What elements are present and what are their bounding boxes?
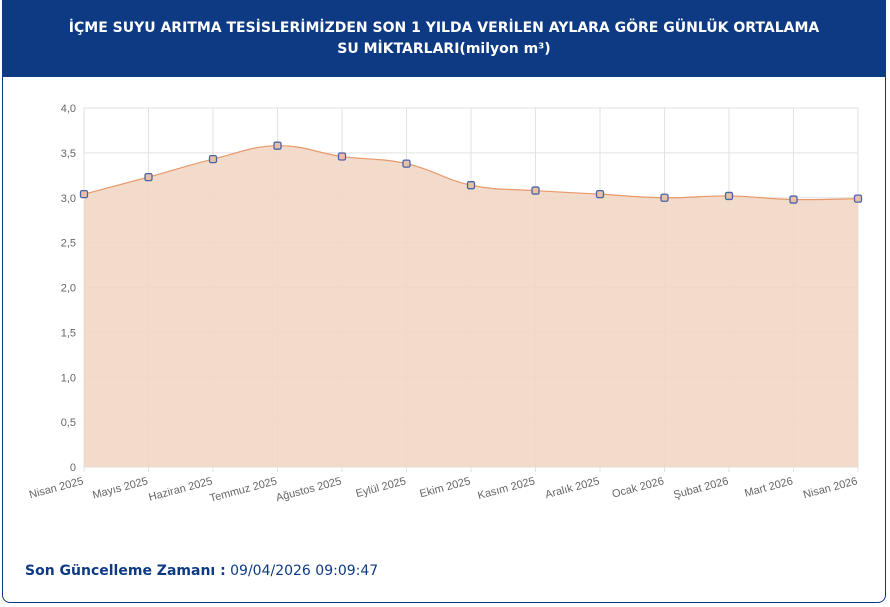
y-tick-label: 0 [70,462,76,474]
data-point [853,194,863,203]
x-tick-label: Ocak 2026 [611,475,665,500]
x-tick-label: Ekim 2025 [418,475,471,500]
y-tick-label: 1,5 [61,327,76,339]
x-tick-label: Eylül 2025 [355,475,408,500]
y-tick-label: 1,0 [61,372,76,384]
area-chart: 0 0,5 1,0 1,5 2,0 2,5 3,0 3,5 4,0 Nisan 2025 Mayıs… [28,103,863,505]
data-point [531,186,540,195]
data-point [337,152,347,161]
last-update-label: Son Güncelleme Zamanı : [25,563,226,579]
x-tick-label: Nisan 2025 [28,475,85,501]
data-point [789,195,798,204]
x-tick-label: Kasım 2025 [476,475,536,502]
last-update-value: 09/04/2026 09:09:47 [230,563,379,579]
last-update: Son Güncelleme Zamanı : 09/04/2026 09:09… [25,563,378,579]
x-tick-label: Haziran 2025 [147,475,213,504]
data-point [466,181,476,190]
y-tick-label: 3,5 [61,148,76,160]
x-tick-label: Aralık 2025 [544,475,601,501]
x-tick-label: Mayıs 2025 [91,475,149,501]
x-tick-label: Şubat 2026 [672,475,729,501]
data-point [660,193,669,202]
area-fill [84,145,858,467]
x-tick-label: Temmuz 2025 [208,475,278,504]
data-point [273,141,282,150]
y-tick-label: 4,0 [61,103,76,115]
data-point [79,190,89,199]
x-tick-label: Nisan 2026 [802,475,859,501]
chart-title: İÇME SUYU ARITMA TESİSLERİMİZDEN SON 1 Y… [3,1,885,77]
x-tick-label: Mart 2026 [743,475,794,499]
y-tick-label: 2,0 [61,283,76,295]
data-point [724,191,734,201]
x-tick-label: Ağustos 2025 [275,475,343,504]
data-point [144,172,153,182]
y-tick-label: 0,5 [61,417,76,429]
data-point [208,155,218,164]
y-tick-label: 3,0 [61,193,76,205]
data-point [595,190,605,199]
data-point [402,159,411,168]
y-tick-label: 2,5 [61,238,76,250]
